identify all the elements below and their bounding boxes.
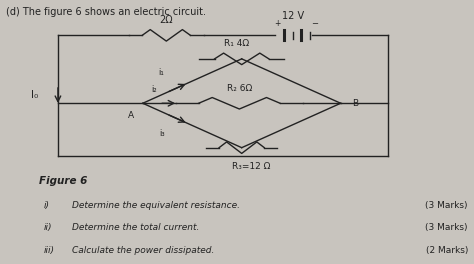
Text: i₂: i₂ (152, 85, 157, 94)
Text: R₂ 6Ω: R₂ 6Ω (227, 84, 252, 93)
Text: Determine the total current.: Determine the total current. (72, 223, 200, 232)
Text: (3 Marks): (3 Marks) (425, 223, 468, 232)
Text: A: A (128, 111, 134, 120)
Text: R₁ 4Ω: R₁ 4Ω (224, 39, 250, 48)
Text: ii): ii) (44, 223, 52, 232)
Text: −: − (311, 19, 318, 28)
Text: iii): iii) (44, 246, 55, 255)
Text: I₀: I₀ (31, 91, 38, 100)
Text: i₁: i₁ (159, 68, 164, 77)
Text: 2Ω: 2Ω (160, 15, 173, 25)
Text: 12 V: 12 V (282, 11, 304, 21)
Text: (3 Marks): (3 Marks) (425, 201, 468, 210)
Text: i): i) (44, 201, 50, 210)
Text: (d) The figure 6 shows an electric circuit.: (d) The figure 6 shows an electric circu… (6, 7, 206, 17)
Text: Calculate the power dissipated.: Calculate the power dissipated. (72, 246, 214, 255)
Text: Figure 6: Figure 6 (39, 176, 88, 186)
Text: +: + (274, 19, 280, 28)
Text: i₃: i₃ (159, 129, 164, 138)
Text: R₃=12 Ω: R₃=12 Ω (232, 162, 270, 171)
Text: B: B (353, 99, 358, 108)
Text: Determine the equivalent resistance.: Determine the equivalent resistance. (72, 201, 240, 210)
Text: (2 Marks): (2 Marks) (426, 246, 468, 255)
